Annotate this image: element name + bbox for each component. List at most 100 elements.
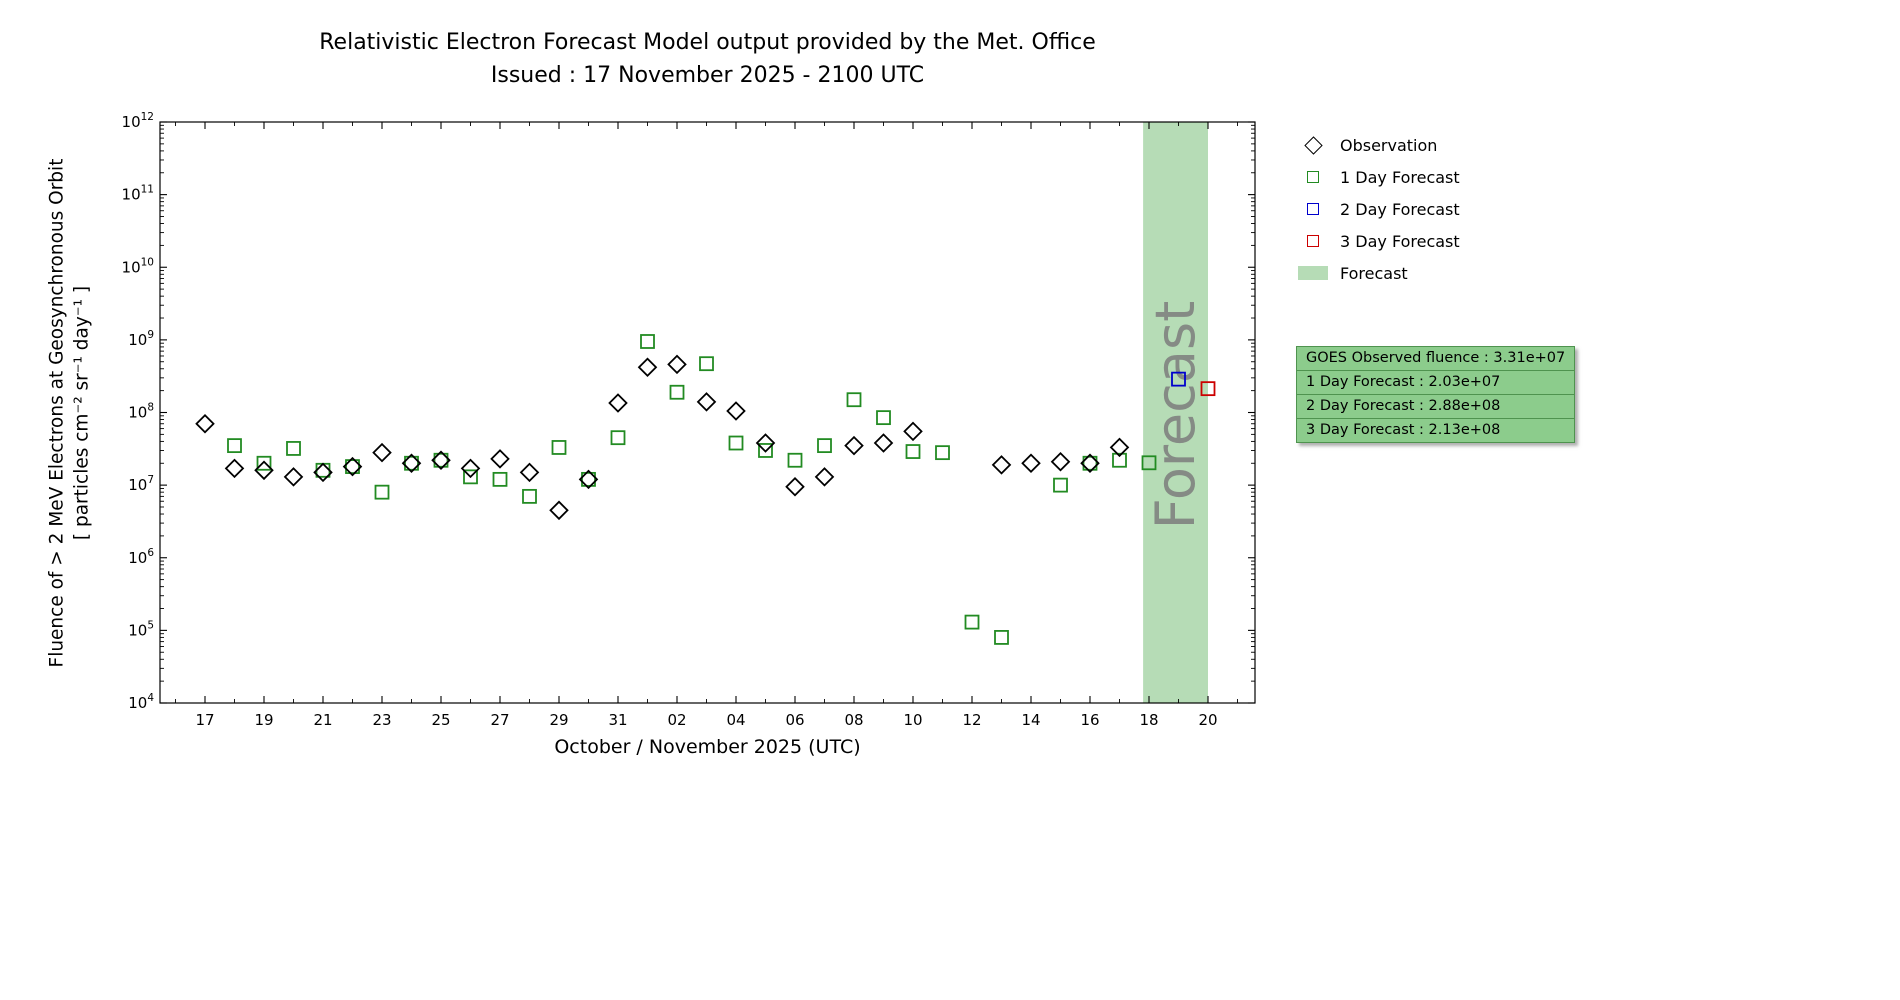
1-day-forecast-marker — [1112, 452, 1127, 468]
x-tick-label: 06 — [785, 711, 804, 729]
legend-marker-box — [1298, 235, 1328, 247]
x-tick-label: 17 — [195, 711, 214, 729]
1-day-forecast-marker — [669, 384, 685, 400]
observation-marker — [1050, 451, 1071, 472]
y-tick-label: 109 — [128, 329, 154, 349]
x-tick-label: 08 — [844, 711, 863, 729]
1-day-forecast-marker — [256, 455, 272, 471]
x-tick-label: 18 — [1139, 711, 1158, 729]
plot-frame — [159, 121, 1256, 704]
1-day-forecast-marker — [758, 443, 773, 458]
1-day-forecast-marker — [315, 462, 331, 478]
legend-item-1-day-forecast: 1 Day Forecast — [1298, 161, 1460, 193]
1-day-forecast-marker — [905, 444, 921, 459]
1-day-forecast-marker — [728, 435, 744, 451]
y-tick-label: 105 — [128, 619, 154, 639]
observation-marker — [667, 354, 687, 375]
y-tick-label: 1012 — [122, 111, 154, 131]
1-day-forecast-marker — [492, 471, 508, 487]
x-tick-label: 16 — [1080, 711, 1099, 729]
observation-marker — [283, 467, 304, 487]
observation-marker — [814, 467, 835, 487]
observation-marker — [372, 442, 392, 463]
y-tick-label: 104 — [128, 692, 154, 712]
y-tick-label: 1010 — [122, 256, 154, 276]
2-day-forecast-marker — [1171, 371, 1186, 387]
1-day-forecast-marker — [640, 334, 655, 349]
1-day-forecast-marker — [846, 392, 862, 408]
observation-marker — [755, 433, 776, 453]
y-axis-label: Fluence of > 2 MeV Electrons at Geosynch… — [46, 123, 110, 704]
legend-label-2-day-forecast: 2 Day Forecast — [1340, 199, 1460, 219]
forecast-band-swatch-icon — [1298, 266, 1328, 280]
chart-title: Relativistic Electron Forecast Model out… — [319, 30, 1096, 55]
observation-marker — [549, 500, 569, 521]
observation-marker — [637, 357, 658, 378]
1-day-forecast-marker — [227, 438, 242, 454]
legend-item-forecast-band: Forecast — [1298, 257, 1460, 289]
1-day-forecast-marker — [876, 410, 891, 426]
legend-item-3-day-forecast: 3 Day Forecast — [1298, 225, 1460, 257]
legend-label-forecast-band: Forecast — [1340, 263, 1408, 283]
x-tick-label: 02 — [667, 711, 686, 729]
y-axis-label-line1: Fluence of > 2 MeV Electrons at Geosynch… — [46, 158, 68, 668]
legend-label-1-day-forecast: 1 Day Forecast — [1340, 167, 1460, 187]
x-axis-label: October / November 2025 (UTC) — [554, 736, 861, 758]
1-day-forecast-marker — [522, 488, 537, 504]
observation-marker — [873, 433, 894, 453]
forecast-info-box: GOES Observed fluence : 3.31e+07 1 Day F… — [1296, 346, 1576, 443]
observation-marker — [431, 450, 451, 471]
observation-marker — [726, 401, 746, 421]
observation-marker — [1080, 453, 1100, 474]
y-tick-label: 107 — [128, 474, 154, 494]
observation-diamond-icon — [1303, 135, 1323, 155]
1-day-forecast-marker — [404, 455, 419, 471]
x-tick-label: 23 — [372, 711, 391, 729]
observation-marker — [490, 449, 510, 469]
y-tick-label: 108 — [128, 402, 154, 422]
legend-marker-box — [1298, 135, 1328, 155]
observation-marker — [195, 413, 215, 434]
1-day-forecast-marker — [817, 438, 832, 454]
info-3-day-forecast: 3 Day Forecast : 2.13e+08 — [1297, 419, 1575, 442]
1-day-forecast-marker — [1082, 455, 1098, 471]
1-day-forecast-marker — [994, 630, 1009, 645]
x-tick-label: 27 — [490, 711, 509, 729]
two-day-forecast-square-icon — [1307, 203, 1319, 215]
chart-subtitle: Issued : 17 November 2025 - 2100 UTC — [490, 63, 925, 88]
info-goes-observed-fluence: GOES Observed fluence : 3.31e+07 — [1297, 347, 1575, 371]
x-tick-label: 14 — [1021, 711, 1040, 729]
one-day-forecast-square-icon — [1307, 171, 1319, 183]
observation-marker — [1109, 437, 1130, 458]
1-day-forecast-marker — [964, 614, 980, 630]
1-day-forecast-marker — [374, 484, 390, 500]
legend-item-2-day-forecast: 2 Day Forecast — [1298, 193, 1460, 225]
1-day-forecast-marker — [286, 441, 301, 456]
1-day-forecast-marker — [787, 452, 803, 468]
observation-marker — [342, 456, 363, 477]
legend: Observation 1 Day Forecast 2 Day Forecas… — [1298, 129, 1460, 289]
x-tick-label: 10 — [903, 711, 922, 729]
1-day-forecast-marker — [610, 430, 626, 446]
1-day-forecast-marker — [433, 452, 449, 468]
series-3-day-forecast — [1200, 381, 1216, 397]
x-tick-label: 31 — [608, 711, 627, 729]
1-day-forecast-marker — [935, 445, 950, 461]
y-tick-label: 1011 — [122, 184, 154, 204]
legend-item-observation: Observation — [1298, 129, 1460, 161]
observation-marker — [991, 455, 1012, 475]
x-tick-label: 21 — [313, 711, 332, 729]
observation-marker — [608, 393, 628, 413]
y-axis-ticks: 104 105 106 107 108 109 1010 1011 1012 — [122, 111, 1255, 712]
1-day-forecast-marker — [345, 459, 360, 474]
observation-marker — [460, 458, 481, 479]
forecast-band — [1143, 122, 1208, 703]
observation-marker — [224, 458, 245, 479]
series-2-day-forecast — [1171, 371, 1186, 387]
legend-marker-box — [1298, 203, 1328, 215]
legend-label-3-day-forecast: 3 Day Forecast — [1340, 231, 1460, 251]
1-day-forecast-marker — [581, 471, 596, 487]
x-tick-label: 20 — [1198, 711, 1217, 729]
x-tick-label: 25 — [431, 711, 450, 729]
